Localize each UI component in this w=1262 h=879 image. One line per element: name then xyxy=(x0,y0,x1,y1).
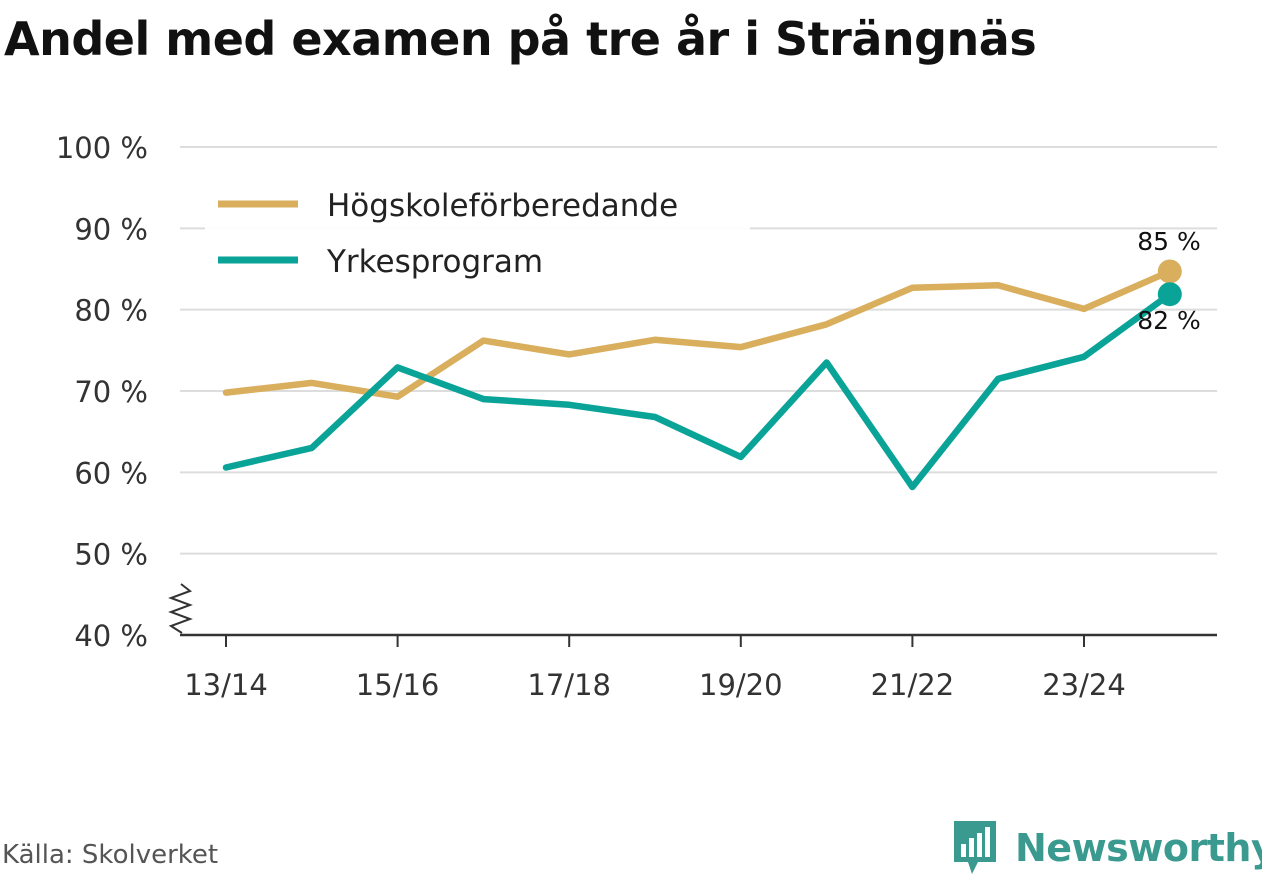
y-axis-ticks: 40 % 50 % 60 % 70 % 80 % 90 % 100 % xyxy=(56,131,148,653)
end-marker-hogskole xyxy=(1157,259,1182,284)
legend-label-hogskole: Högskoleförberedande xyxy=(327,188,678,224)
end-marker-yrke xyxy=(1157,282,1182,307)
y-tick-label: 70 % xyxy=(74,375,148,409)
source-note: Källa: Skolverket xyxy=(2,840,219,870)
y-tick-label: 80 % xyxy=(74,294,148,328)
end-markers xyxy=(1157,259,1182,307)
y-tick-label: 60 % xyxy=(74,456,148,490)
chart-title: Andel med examen på tre år i Strängnäs xyxy=(4,12,1037,66)
series-lines xyxy=(222,268,1174,491)
series-line-yrke xyxy=(222,290,1174,491)
y-axis-break-icon xyxy=(168,583,193,634)
y-tick-label: 50 % xyxy=(74,538,148,572)
x-tick-label: 15/16 xyxy=(356,668,440,702)
x-tick-label: 17/18 xyxy=(527,668,611,702)
newsworthy-logo-icon xyxy=(954,821,996,874)
x-tick-label: 23/24 xyxy=(1042,668,1126,702)
y-tick-label: 90 % xyxy=(74,212,148,246)
x-tick-label: 19/20 xyxy=(699,668,783,702)
x-axis-ticks: 13/14 15/16 17/18 19/20 21/22 23/24 xyxy=(184,635,1126,702)
end-label-hogskole: 85 % xyxy=(1137,227,1201,256)
x-tick-label: 21/22 xyxy=(871,668,955,702)
end-label-yrke: 82 % xyxy=(1137,306,1201,335)
legend: Högskoleförberedande Yrkesprogram xyxy=(205,178,750,291)
brand-name: Newsworthy xyxy=(1015,826,1262,870)
brand-logo: Newsworthy xyxy=(951,818,1262,878)
x-tick-label: 13/14 xyxy=(184,668,268,702)
y-tick-label: 40 % xyxy=(74,619,148,653)
legend-label-yrke: Yrkesprogram xyxy=(326,244,543,280)
series-line-hogskole xyxy=(222,268,1174,400)
legend-background xyxy=(205,178,750,291)
y-tick-label: 100 % xyxy=(56,131,148,165)
